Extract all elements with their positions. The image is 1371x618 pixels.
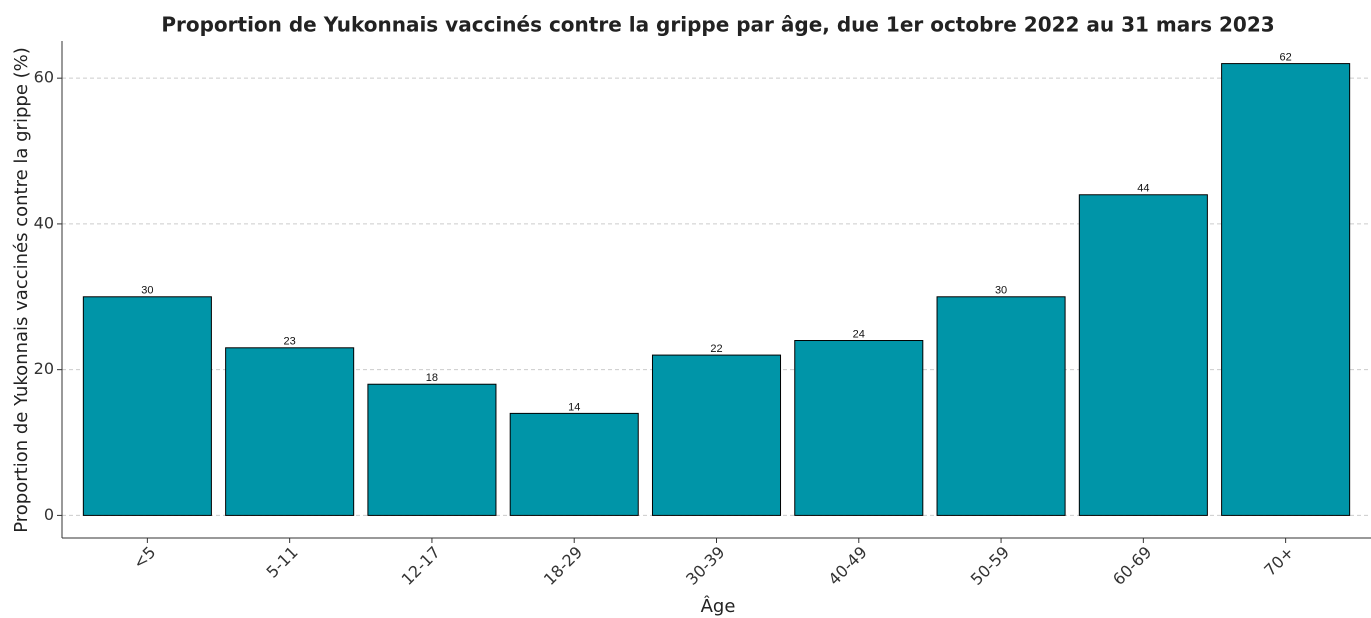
- bar: [1078, 194, 1208, 516]
- y-tick-label: 0: [44, 505, 54, 524]
- bar: [367, 383, 497, 516]
- y-tick-label: 60: [34, 68, 54, 87]
- bar: [794, 340, 924, 516]
- x-tick-label: 18-29: [540, 543, 586, 589]
- value-label: 18: [426, 372, 438, 384]
- bar: [509, 412, 639, 516]
- y-axis-label: Proportion de Yukonnais vaccinés contre …: [11, 47, 32, 533]
- x-tick-label: <5: [129, 543, 159, 573]
- value-label: 14: [568, 401, 580, 413]
- bar: [936, 296, 1066, 516]
- value-label: 44: [1137, 183, 1149, 195]
- value-label: 62: [1280, 51, 1292, 63]
- value-label: 30: [995, 285, 1007, 297]
- value-label: 30: [141, 285, 153, 297]
- x-axis-label: Âge: [701, 595, 736, 617]
- y-tick-label: 40: [34, 213, 54, 232]
- bar: [1221, 63, 1351, 516]
- chart-title: Proportion de Yukonnais vaccinés contre …: [161, 13, 1274, 37]
- x-tick-label: 60-69: [1109, 543, 1155, 589]
- value-label: 24: [853, 328, 865, 340]
- bar: [225, 347, 355, 516]
- value-label: 23: [284, 336, 296, 348]
- bar: [651, 354, 782, 516]
- bar: [82, 296, 212, 516]
- x-tick-label: 12-17: [398, 543, 444, 589]
- x-tick-label: 30-39: [682, 543, 728, 589]
- y-tick-label: 20: [34, 359, 54, 378]
- x-tick-label: 50-59: [967, 543, 1013, 589]
- x-tick-label: 5-11: [263, 543, 302, 582]
- x-tick-label: 40-49: [824, 543, 870, 589]
- value-label: 22: [710, 343, 722, 355]
- x-tick-label: 70+: [1260, 543, 1297, 580]
